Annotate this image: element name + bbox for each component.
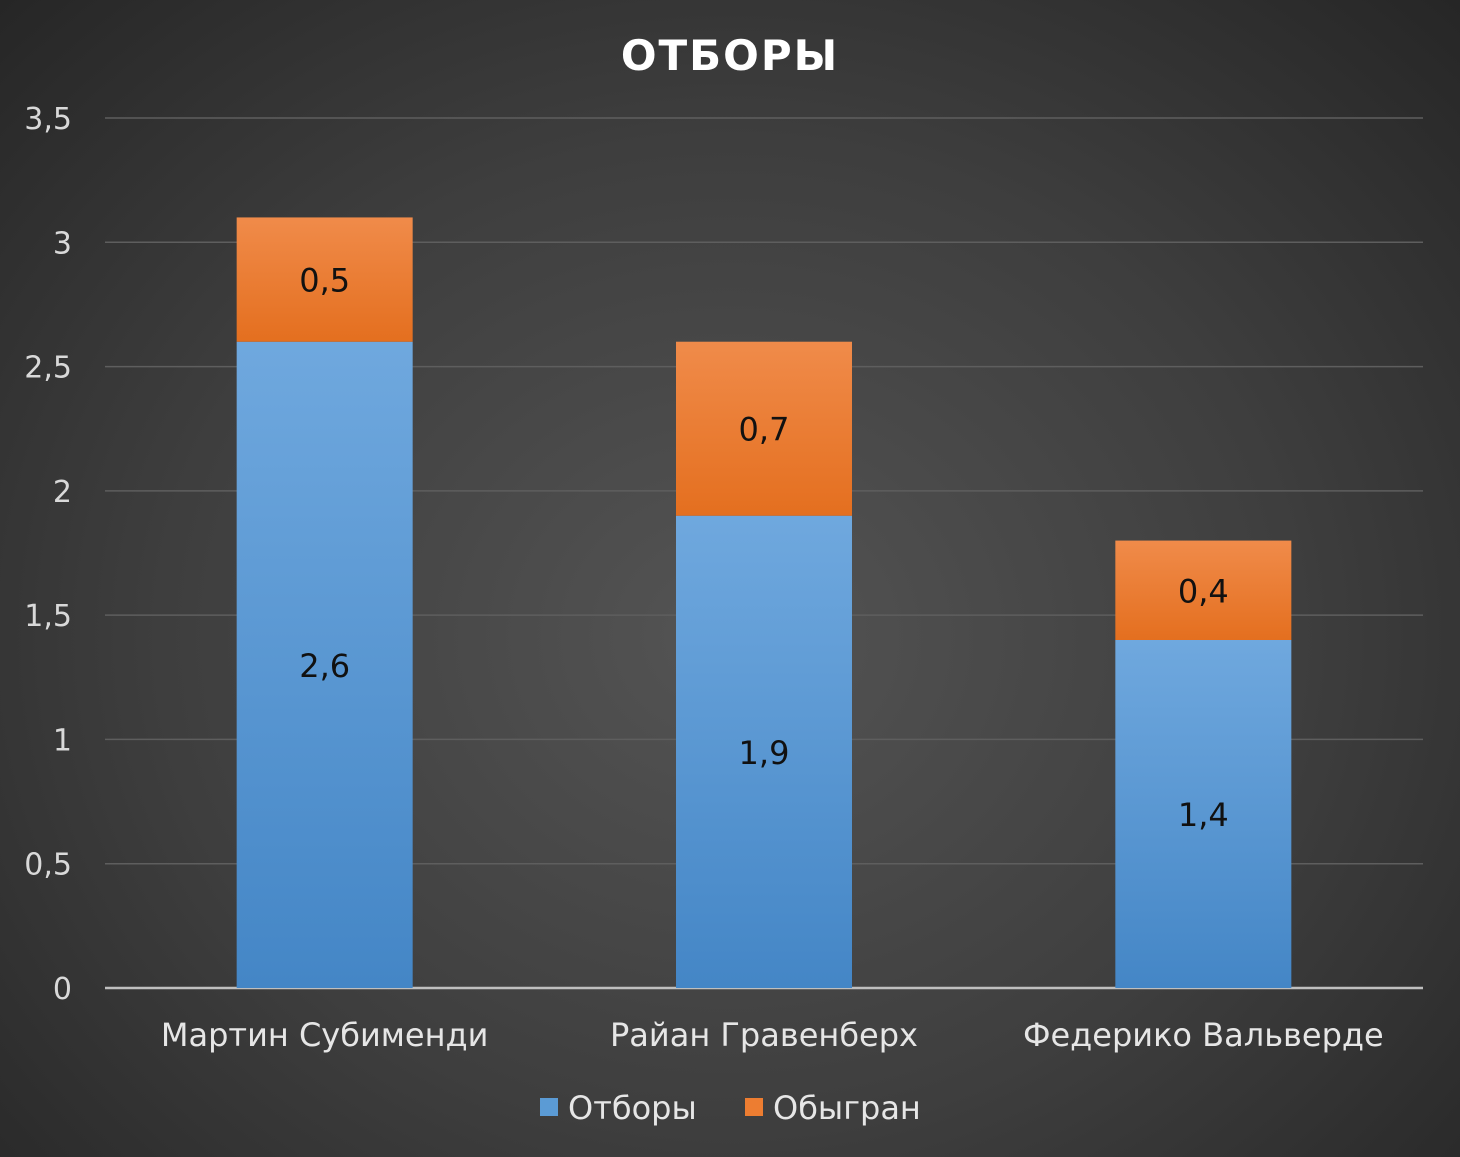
bar-otbory (676, 515, 852, 988)
data-label: 0,4 (1178, 572, 1229, 610)
x-tick-label: Мартин Субименди (161, 1016, 489, 1054)
y-tick-label: 2,5 (24, 351, 72, 386)
bar-otbory (1115, 640, 1292, 988)
legend-swatch (745, 1098, 763, 1116)
legend-swatch (540, 1098, 558, 1116)
x-axis: Мартин Субименди Райан Гравенберх Федерико… (161, 1016, 1384, 1054)
y-tick-label: 3 (53, 226, 72, 261)
bar-obygran (1115, 540, 1292, 640)
y-axis: 0 0,5 1 1,5 2 2,5 3 3,5 (24, 102, 72, 1007)
y-tick-label: 2 (53, 475, 72, 510)
legend-item: Отборы (540, 1089, 697, 1127)
bars (236, 217, 1292, 988)
y-tick-label: 1 (53, 723, 72, 758)
legend: Отборы Обыгран (540, 1089, 921, 1127)
y-tick-label: 0,5 (24, 848, 72, 883)
y-tick-label: 1,5 (24, 599, 72, 634)
legend-label: Отборы (568, 1089, 697, 1127)
x-tick-label: Федерико Вальверде (1023, 1016, 1384, 1054)
x-tick-label: Райан Гравенберх (610, 1016, 918, 1054)
data-label: 0,7 (739, 411, 790, 449)
data-labels: 2,6 0,5 1,9 0,7 1,4 0,4 (299, 262, 1229, 834)
bar-obygran (676, 341, 852, 516)
y-tick-label: 3,5 (24, 102, 72, 137)
data-label: 1,9 (739, 734, 790, 772)
legend-item: Обыгран (745, 1089, 921, 1127)
data-label: 0,5 (299, 262, 350, 300)
bar-obygran (236, 217, 413, 342)
data-label: 2,6 (299, 647, 350, 685)
data-label: 1,4 (1178, 796, 1229, 834)
legend-label: Обыгран (773, 1089, 921, 1127)
bar-otbory (236, 341, 413, 988)
y-tick-label: 0 (53, 972, 72, 1007)
chart-title: ОТБОРЫ (621, 31, 839, 80)
